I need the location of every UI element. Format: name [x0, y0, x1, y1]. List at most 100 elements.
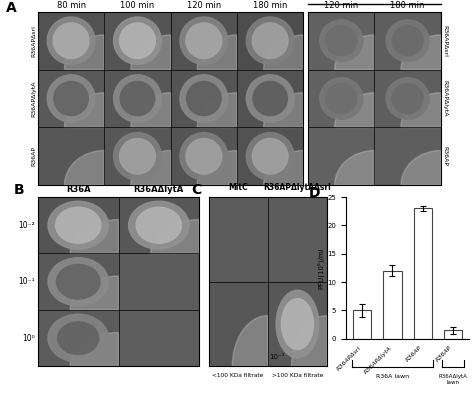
Wedge shape [232, 316, 268, 366]
Text: R36A lawn: R36A lawn [376, 374, 409, 379]
Wedge shape [131, 151, 171, 185]
Ellipse shape [252, 139, 288, 174]
Ellipse shape [56, 264, 100, 299]
Ellipse shape [253, 82, 287, 115]
Ellipse shape [246, 133, 294, 180]
Wedge shape [401, 93, 441, 127]
Text: 10⁻¹: 10⁻¹ [269, 354, 284, 360]
Bar [38, 310, 118, 366]
Wedge shape [64, 93, 104, 127]
Ellipse shape [114, 75, 161, 122]
Text: 80 min: 80 min [56, 0, 86, 9]
Text: R36APΔsrl: R36APΔsrl [31, 25, 36, 57]
Text: 120 min: 120 min [324, 0, 358, 9]
Bar [308, 70, 374, 127]
Text: 100 min: 100 min [120, 0, 155, 9]
Bar [171, 12, 237, 70]
Bar [383, 271, 401, 339]
Bar [118, 197, 199, 253]
Text: R36AP: R36AP [443, 146, 448, 166]
Bar [268, 197, 327, 282]
Bar [308, 127, 374, 185]
Ellipse shape [119, 23, 155, 58]
Bar [118, 253, 199, 310]
Wedge shape [64, 151, 104, 185]
Ellipse shape [326, 84, 357, 113]
Ellipse shape [392, 26, 423, 56]
Bar [104, 12, 171, 70]
Bar [237, 70, 303, 127]
Text: >100 KDa filtrate: >100 KDa filtrate [272, 373, 323, 378]
Ellipse shape [180, 133, 228, 180]
Ellipse shape [114, 133, 161, 180]
Ellipse shape [48, 258, 109, 306]
Ellipse shape [128, 201, 189, 249]
Text: R36APΔsrl: R36APΔsrl [443, 25, 448, 57]
Text: C: C [191, 184, 201, 197]
Text: 10⁻¹: 10⁻¹ [18, 277, 35, 286]
Ellipse shape [180, 17, 228, 64]
Bar [374, 127, 441, 185]
Bar [374, 70, 441, 127]
Ellipse shape [114, 17, 161, 64]
Text: R36A: R36A [66, 185, 91, 193]
Ellipse shape [319, 78, 363, 119]
Bar [237, 12, 303, 70]
Text: 10⁻²: 10⁻² [18, 221, 35, 230]
Bar [414, 208, 432, 339]
Bar [38, 253, 118, 310]
Wedge shape [131, 35, 171, 70]
Text: 10⁰: 10⁰ [22, 334, 35, 343]
Wedge shape [131, 93, 171, 127]
Text: 180 min: 180 min [391, 0, 425, 9]
Ellipse shape [186, 139, 222, 174]
Text: R36AΔlytA: R36AΔlytA [134, 185, 184, 193]
Ellipse shape [48, 314, 109, 362]
Wedge shape [401, 151, 441, 185]
Text: B: B [14, 184, 24, 197]
Text: R36APΔlytAΔsrl: R36APΔlytAΔsrl [264, 183, 331, 192]
Text: R36AP: R36AP [31, 146, 36, 166]
Bar [374, 12, 441, 70]
Wedge shape [264, 151, 303, 185]
Ellipse shape [392, 84, 423, 113]
Wedge shape [70, 333, 118, 366]
Wedge shape [292, 316, 327, 366]
Ellipse shape [319, 20, 363, 61]
Bar [444, 330, 462, 339]
Ellipse shape [53, 23, 89, 58]
Bar [209, 282, 268, 366]
Wedge shape [197, 35, 237, 70]
Ellipse shape [252, 23, 288, 58]
Y-axis label: PFU(10⁵)/ml: PFU(10⁵)/ml [317, 247, 325, 289]
Bar [38, 197, 118, 253]
Wedge shape [401, 35, 441, 70]
Ellipse shape [58, 322, 99, 355]
Wedge shape [335, 35, 374, 70]
Ellipse shape [326, 26, 357, 56]
Bar [38, 12, 104, 70]
Wedge shape [70, 219, 118, 253]
Ellipse shape [246, 75, 294, 122]
Ellipse shape [120, 82, 155, 115]
Wedge shape [70, 276, 118, 310]
Wedge shape [64, 35, 104, 70]
Wedge shape [264, 93, 303, 127]
Ellipse shape [54, 82, 88, 115]
Bar [308, 12, 374, 70]
Ellipse shape [180, 75, 228, 122]
Ellipse shape [187, 82, 221, 115]
Text: <100 KDa filtrate: <100 KDa filtrate [212, 373, 264, 378]
Bar [268, 282, 327, 366]
Text: D: D [309, 186, 320, 200]
Ellipse shape [186, 23, 222, 58]
Bar [104, 127, 171, 185]
Wedge shape [335, 93, 374, 127]
Text: 120 min: 120 min [187, 0, 221, 9]
Wedge shape [335, 151, 374, 185]
Ellipse shape [47, 17, 95, 64]
Bar [171, 127, 237, 185]
Wedge shape [264, 35, 303, 70]
Ellipse shape [282, 299, 313, 349]
Ellipse shape [55, 207, 101, 243]
